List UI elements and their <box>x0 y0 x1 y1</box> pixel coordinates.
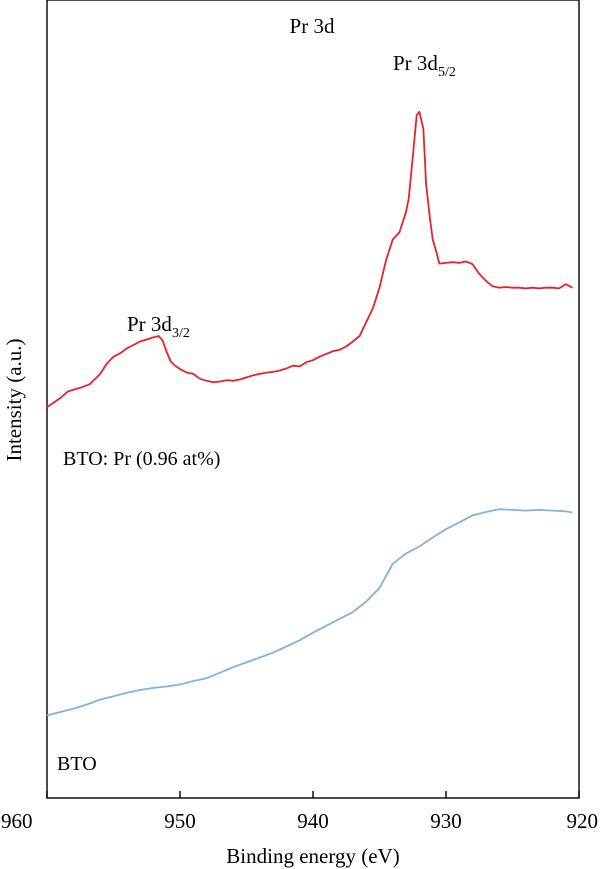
annotation-pr-3d52-sub: 5/2 <box>438 65 456 80</box>
annotation-pr-3d32-sub: 3/2 <box>172 326 190 341</box>
y-axis-label: Intensity (a.u.) <box>2 338 26 461</box>
series-label-bto-pr: BTO: Pr (0.96 at%) <box>63 448 220 470</box>
annotation-pr-3d32: Pr 3d3/2 <box>127 312 190 341</box>
x-tick-label: 950 <box>164 809 196 833</box>
x-tick-label: 930 <box>430 809 462 833</box>
series-line-bto <box>46 508 573 717</box>
x-axis-label: Binding energy (eV) <box>226 844 399 868</box>
series-label-bto: BTO <box>57 753 97 775</box>
annotation-pr-3d52: Pr 3d5/2 <box>393 51 456 80</box>
annotation-pr-3d52-base: Pr 3d <box>393 51 438 75</box>
series-line-bto-pr <box>46 110 573 408</box>
annotation-pr-3d32-base: Pr 3d <box>127 312 172 336</box>
x-tick-label: 920 <box>567 809 599 833</box>
chart-title: Pr 3d <box>290 14 335 38</box>
plot-frame <box>46 0 580 799</box>
x-tick-label: 960 <box>1 809 33 833</box>
series-group <box>46 110 573 717</box>
x-ticks: 960 950 940 930 920 <box>1 791 598 833</box>
x-tick-label: 940 <box>297 809 329 833</box>
